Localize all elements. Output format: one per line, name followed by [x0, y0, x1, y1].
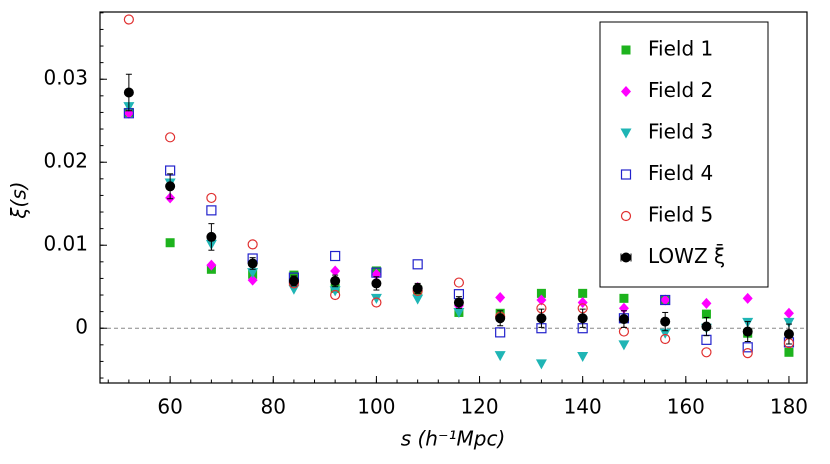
data-point — [535, 359, 547, 370]
plot-frame — [99, 11, 808, 384]
data-point — [784, 347, 794, 357]
data-point — [660, 316, 671, 327]
data-point — [165, 238, 175, 248]
data-point — [701, 309, 711, 319]
legend-marker — [620, 128, 632, 139]
data-point — [329, 286, 341, 297]
data-point — [330, 275, 341, 286]
data-point — [660, 294, 671, 306]
data-point — [577, 313, 588, 324]
x-axis-label: s (h⁻¹Mpc) — [401, 427, 506, 451]
data-point — [701, 334, 712, 345]
data-point — [701, 347, 712, 358]
data-point — [330, 265, 341, 277]
data-point — [247, 258, 258, 269]
data-point — [453, 307, 465, 318]
data-point — [577, 351, 589, 362]
data-point — [288, 275, 299, 286]
data-point — [494, 351, 506, 362]
data-point — [165, 181, 176, 192]
data-point — [783, 329, 794, 340]
data-point — [330, 289, 341, 301]
x-tick-label: 180 — [770, 395, 808, 419]
data-point — [701, 321, 712, 332]
legend-box — [599, 21, 769, 288]
data-point — [783, 317, 795, 328]
x-tick-label: 140 — [564, 395, 602, 419]
data-point — [783, 307, 794, 319]
legend-label: Field 1 — [648, 37, 713, 61]
data-point — [742, 326, 753, 337]
data-point — [206, 259, 217, 271]
x-tick-label: 80 — [261, 395, 286, 419]
x-tick-label: 160 — [667, 395, 705, 419]
x-tick-label: 100 — [357, 395, 395, 419]
legend-marker — [620, 169, 632, 180]
data-point — [701, 297, 712, 309]
y-tick-label: 0 — [75, 315, 88, 339]
data-point — [371, 297, 382, 308]
data-point — [619, 293, 629, 303]
x-tick-label: 120 — [460, 395, 498, 419]
legend-label: Field 4 — [648, 161, 713, 185]
data-point — [577, 296, 588, 308]
legend-label: Field 3 — [648, 120, 713, 144]
legend-label: LOWZ ξ̄ — [648, 243, 725, 268]
data-point — [618, 326, 630, 337]
y-tick-label: 0.02 — [43, 149, 88, 173]
data-point — [412, 283, 423, 294]
data-point — [289, 270, 299, 280]
data-point — [453, 297, 464, 308]
data-point — [206, 192, 217, 204]
data-point — [412, 294, 424, 305]
data-point — [247, 268, 259, 279]
data-point — [618, 340, 630, 351]
data-point — [330, 250, 341, 262]
data-point — [536, 288, 546, 298]
y-axis-label: ξ(s) — [7, 181, 31, 219]
legend-marker — [621, 252, 631, 263]
legend-marker — [621, 45, 631, 55]
data-point — [536, 313, 547, 324]
data-point — [371, 278, 382, 289]
data-point — [536, 294, 547, 306]
data-point — [370, 293, 382, 304]
y-tick-label: 0.03 — [43, 66, 88, 90]
data-point — [618, 314, 629, 325]
data-point — [206, 205, 217, 216]
data-point — [165, 132, 176, 143]
data-point — [742, 292, 753, 304]
data-point — [453, 277, 465, 288]
data-point — [247, 274, 258, 286]
data-point — [578, 288, 588, 298]
data-point — [412, 259, 423, 270]
data-point — [123, 87, 134, 98]
legend-label: Field 5 — [648, 203, 713, 227]
series — [123, 73, 794, 345]
legend-marker — [620, 210, 632, 222]
data-point — [742, 342, 753, 353]
legend-marker — [621, 86, 631, 97]
data-point — [247, 239, 258, 250]
legend-label: Field 2 — [648, 78, 713, 102]
data-point — [742, 348, 753, 359]
data-point — [660, 333, 671, 345]
data-point — [206, 231, 217, 242]
data-point — [495, 327, 506, 338]
x-tick-label: 60 — [157, 395, 182, 419]
y-tick-label: 0.01 — [43, 232, 88, 256]
data-point — [660, 294, 671, 306]
data-point — [495, 292, 506, 304]
data-point — [123, 14, 134, 25]
data-point — [495, 313, 506, 324]
